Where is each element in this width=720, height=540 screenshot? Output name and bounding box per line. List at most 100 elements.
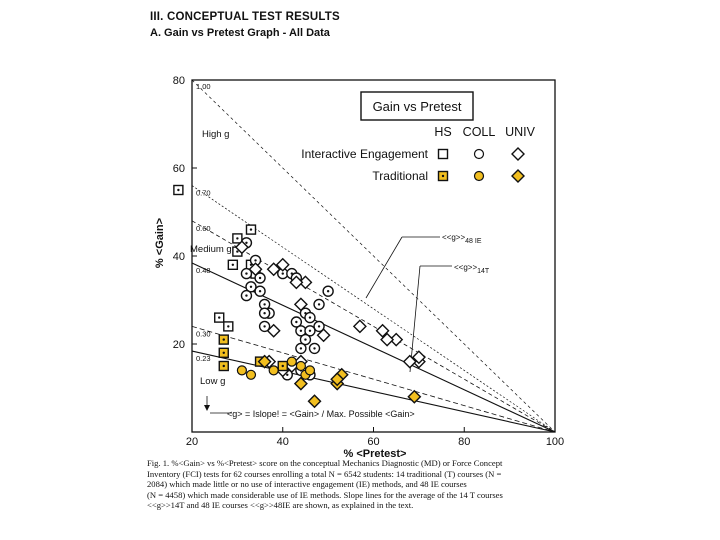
marker-circle xyxy=(473,170,485,182)
data-point xyxy=(298,275,313,290)
legend-col-univ: UNIV xyxy=(505,125,536,139)
marker-diamond xyxy=(330,372,345,387)
data-point xyxy=(299,333,312,346)
data-point xyxy=(330,372,345,387)
marker-circle xyxy=(295,360,306,372)
legend-marker-ie-hs xyxy=(437,148,449,160)
marker-dot xyxy=(304,338,307,341)
data-point xyxy=(254,285,266,297)
data-point xyxy=(236,365,248,376)
caption-line: Inventory (FCI) tests for 62 courses enr… xyxy=(147,468,502,479)
data-point xyxy=(295,342,307,355)
slope-line xyxy=(191,185,556,433)
marker-circle xyxy=(304,365,316,376)
data-point xyxy=(375,323,390,338)
y-tick-label: 40 xyxy=(173,251,185,263)
caption-line: (N = 4458) which made considerable use o… xyxy=(147,489,503,500)
data-point xyxy=(234,240,249,255)
data-point xyxy=(218,334,229,345)
data-point xyxy=(304,325,316,337)
data-point xyxy=(227,259,239,270)
data-point xyxy=(277,360,288,372)
marker-dot xyxy=(263,303,266,306)
legend-marker-ie-coll xyxy=(473,148,485,160)
marker-dot xyxy=(295,320,298,324)
figure-caption: Fig. 1. %<Gain> vs %<Pretest> score on t… xyxy=(147,458,577,511)
data-point xyxy=(254,272,266,284)
legend-title-box xyxy=(360,91,474,121)
marker-dot xyxy=(326,290,330,293)
caption-line: <<g>>14T and 48 IE courses <<g>>48IE are… xyxy=(147,500,414,511)
marker-diamond xyxy=(411,350,426,365)
marker-diamond xyxy=(234,240,249,255)
marker-dot xyxy=(236,250,239,253)
marker-dot xyxy=(299,347,303,350)
t-annotation-leader xyxy=(409,265,421,373)
legend-title: Gain vs Pretest xyxy=(373,99,462,114)
marker-dot xyxy=(227,325,230,328)
slope-label: 0.30 xyxy=(196,329,211,338)
legend-marker-t-coll xyxy=(473,170,485,182)
marker-diamond xyxy=(275,257,290,272)
data-point xyxy=(214,312,225,323)
slope-label: 0.48 xyxy=(196,266,211,275)
data-point xyxy=(266,323,281,338)
x-tick-label: 100 xyxy=(546,436,564,448)
data-point xyxy=(380,332,395,347)
subsection-heading: A. Gain vs Pretest Graph - All Data xyxy=(150,27,330,39)
data-point xyxy=(322,285,334,297)
data-point xyxy=(248,262,263,277)
data-point xyxy=(295,360,306,372)
marker-dot xyxy=(308,316,312,319)
t-slope-annotation: <<g>>14T xyxy=(454,263,490,275)
data-point xyxy=(293,376,308,391)
data-point xyxy=(352,319,367,334)
data-point xyxy=(407,389,422,404)
legend-col-hs: HS xyxy=(434,125,451,139)
marker-dot xyxy=(263,325,266,328)
marker-dot xyxy=(249,285,253,288)
data-point xyxy=(304,365,316,376)
y-tick-label: 60 xyxy=(173,163,185,175)
legend-marker-t-hs xyxy=(437,170,449,182)
data-point xyxy=(245,224,257,235)
data-point xyxy=(240,289,253,302)
marker-dot xyxy=(299,329,303,332)
data-point xyxy=(290,316,303,328)
marker-dot xyxy=(222,364,225,368)
marker-dot xyxy=(222,338,225,341)
ie-annotation-leader xyxy=(365,236,403,299)
ie-slope-annotation: <<g>>48 IE xyxy=(442,233,482,245)
marker-dot xyxy=(231,263,235,266)
data-point xyxy=(286,356,297,367)
marker-diamond xyxy=(293,297,308,312)
legend-row-ie: Interactive Engagement xyxy=(301,147,428,161)
marker-diamond xyxy=(266,323,281,338)
gain-arrow-head xyxy=(204,405,210,411)
marker-diamond xyxy=(389,332,404,347)
slope-label: 0.23 xyxy=(196,354,211,363)
data-point xyxy=(173,184,184,196)
x-tick-label: 40 xyxy=(277,436,289,448)
data-point xyxy=(223,321,234,332)
legend-marker-t-univ xyxy=(511,169,525,183)
data-point xyxy=(232,233,243,244)
caption-line: Fig. 1. %<Gain> vs %<Pretest> score on t… xyxy=(147,458,503,468)
data-point xyxy=(389,332,404,347)
legend-row-traditional: Traditional xyxy=(372,169,428,183)
marker-dot xyxy=(245,241,248,244)
marker-diamond xyxy=(511,169,525,183)
y-tick-label: 80 xyxy=(173,75,185,87)
data-point xyxy=(411,350,426,365)
data-point xyxy=(293,297,308,312)
marker-circle xyxy=(236,365,248,376)
data-point xyxy=(258,320,271,333)
legend-marker-ie-univ xyxy=(511,147,525,161)
data-point xyxy=(402,354,417,369)
data-point xyxy=(257,354,272,369)
marker-diamond xyxy=(352,319,367,334)
x-tick-label: 20 xyxy=(186,436,198,448)
marker-circle xyxy=(473,148,485,160)
marker-diamond xyxy=(402,354,417,369)
slope-label: 0.70 xyxy=(196,189,211,198)
